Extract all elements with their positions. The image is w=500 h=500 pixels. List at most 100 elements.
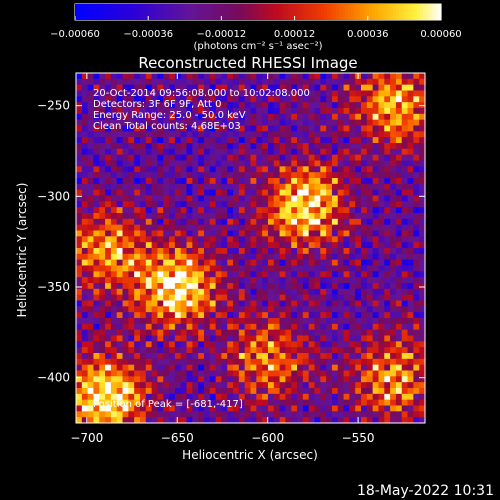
heatmap-cell xyxy=(134,364,141,371)
heatmap-cell xyxy=(343,306,350,313)
heatmap-cell xyxy=(186,312,193,319)
heatmap-cell xyxy=(384,224,391,231)
heatmap-cell xyxy=(169,253,176,261)
heatmap-cell xyxy=(99,90,106,97)
heatmap-cell xyxy=(407,399,414,406)
heatmap-cell xyxy=(157,102,164,109)
heatmap-cell xyxy=(401,382,408,389)
heatmap-cell xyxy=(87,125,94,132)
heatmap-cell xyxy=(198,183,205,191)
heatmap-cell xyxy=(134,213,141,220)
heatmap-cell xyxy=(76,271,83,278)
heatmap-cell xyxy=(273,119,280,126)
heatmap-cell xyxy=(151,277,158,284)
heatmap-cell xyxy=(209,370,216,377)
heatmap-cell xyxy=(203,96,211,103)
heatmap-cell xyxy=(180,172,187,179)
heatmap-cell xyxy=(174,353,182,360)
heatmap-cell xyxy=(186,399,193,406)
heatmap-cell xyxy=(320,399,327,406)
colorbar-cell xyxy=(402,4,406,20)
heatmap-cell xyxy=(174,207,182,214)
heatmap-cell xyxy=(203,160,211,167)
heatmap-cell xyxy=(198,388,205,395)
heatmap-cell xyxy=(192,201,199,208)
colorbar-cell xyxy=(336,4,340,20)
heatmap-cell xyxy=(355,195,362,202)
heatmap-cell xyxy=(314,218,321,226)
heatmap-cell xyxy=(285,242,292,249)
heatmap-cell xyxy=(227,411,234,418)
heatmap-cell xyxy=(337,323,344,331)
heatmap-cell xyxy=(302,358,310,366)
heatmap-cell xyxy=(285,376,292,383)
heatmap-cell xyxy=(244,277,251,284)
heatmap-cell xyxy=(238,341,246,348)
heatmap-cell xyxy=(215,154,222,161)
heatmap-cell xyxy=(128,253,135,261)
heatmap-cell xyxy=(122,137,129,144)
heatmap-cell xyxy=(343,370,350,377)
heatmap-cell xyxy=(401,341,408,348)
heatmap-cell xyxy=(302,178,310,185)
heatmap-cell xyxy=(413,195,420,202)
heatmap-cell xyxy=(395,312,403,319)
heatmap-cell xyxy=(267,218,275,226)
heatmap-cell xyxy=(105,178,112,185)
heatmap-cell xyxy=(215,189,222,196)
heatmap-cell xyxy=(174,347,182,354)
heatmap-cell xyxy=(407,283,414,290)
heatmap-cell xyxy=(279,364,286,371)
heatmap-cell xyxy=(250,183,257,191)
heatmap-cell xyxy=(163,358,170,366)
heatmap-cell xyxy=(314,230,321,237)
heatmap-cell xyxy=(320,393,327,401)
heatmap-cell xyxy=(361,323,368,331)
heatmap-cell xyxy=(238,253,246,261)
heatmap-cell xyxy=(314,323,321,331)
heatmap-cell xyxy=(419,370,425,377)
heatmap-cell xyxy=(355,131,362,138)
heatmap-cell xyxy=(81,300,89,307)
heatmap-cell xyxy=(244,131,251,138)
heatmap-cell xyxy=(419,218,425,226)
colorbar-cell xyxy=(288,4,292,20)
heatmap-cell xyxy=(145,382,153,389)
heatmap-cell xyxy=(81,341,89,348)
heatmap-cell xyxy=(384,364,391,371)
heatmap-cell xyxy=(366,154,374,161)
heatmap-cell xyxy=(87,358,94,366)
heatmap-cell xyxy=(366,113,374,121)
heatmap-cell xyxy=(407,277,414,284)
heatmap-cell xyxy=(256,370,263,377)
x-tick-label: −550 xyxy=(342,431,375,445)
heatmap-cell xyxy=(238,306,246,313)
heatmap-cell xyxy=(267,405,275,412)
heatmap-cell xyxy=(250,323,257,331)
heatmap-cell xyxy=(99,108,106,115)
heatmap-cell xyxy=(337,358,344,366)
heatmap-cell xyxy=(355,224,362,231)
heatmap-cell xyxy=(285,125,292,132)
heatmap-cell xyxy=(390,218,397,226)
heatmap-cell xyxy=(413,283,420,290)
heatmap-cell xyxy=(320,119,327,126)
heatmap-cell xyxy=(192,189,199,196)
heatmap-cell xyxy=(355,102,362,109)
heatmap-cell xyxy=(337,137,344,144)
heatmap-cell xyxy=(378,347,385,354)
heatmap-cell xyxy=(215,236,222,243)
heatmap-cell xyxy=(93,312,100,319)
heatmap-cell xyxy=(221,195,228,202)
heatmap-cell xyxy=(221,224,228,231)
heatmap-cell xyxy=(233,195,240,202)
heatmap-cell xyxy=(384,213,391,220)
heatmap-cell xyxy=(314,125,321,132)
heatmap-cell xyxy=(372,370,379,377)
heatmap-cell xyxy=(285,160,292,167)
heatmap-cell xyxy=(262,160,269,167)
heatmap-cell xyxy=(93,102,100,109)
heatmap-cell xyxy=(209,353,216,360)
heatmap-cell xyxy=(238,160,246,167)
heatmap-cell xyxy=(314,213,321,220)
